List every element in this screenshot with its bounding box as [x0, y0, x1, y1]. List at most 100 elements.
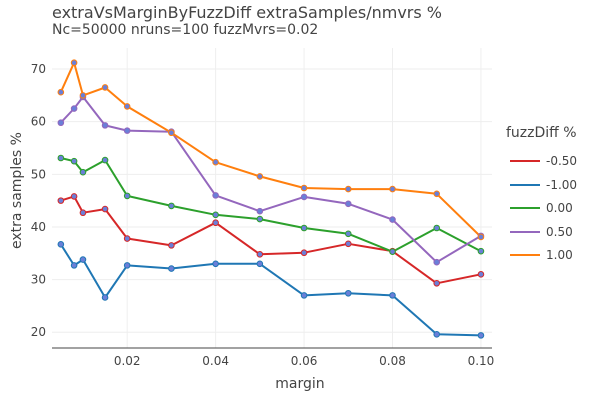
data-point[interactable]	[389, 292, 396, 299]
data-point[interactable]	[256, 215, 264, 223]
legend-item[interactable]: -0.50	[510, 152, 577, 170]
data-point[interactable]	[101, 122, 109, 129]
data-point[interactable]	[79, 209, 87, 217]
legend-swatch	[510, 230, 540, 233]
legend-label: 0.00	[546, 201, 573, 215]
legend-label: 0.50	[546, 224, 573, 239]
data-point[interactable]	[256, 207, 264, 215]
y-axis-label: extra samples %	[9, 132, 25, 249]
data-point[interactable]	[123, 127, 131, 134]
series-line	[60, 157, 482, 253]
chart-title: extraVsMarginByFuzzDiff extraSamples/nmv…	[52, 3, 443, 22]
legend-item[interactable]: 0.50	[510, 223, 573, 241]
data-point[interactable]	[477, 332, 485, 339]
data-point[interactable]	[79, 168, 87, 176]
legend-item[interactable]: 0.00	[510, 199, 573, 217]
x-tick-label: 0.10	[468, 354, 495, 368]
legend-label: -0.50	[546, 154, 578, 168]
data-point[interactable]	[212, 211, 219, 219]
data-point[interactable]	[256, 251, 264, 258]
data-point[interactable]	[300, 193, 308, 201]
data-point[interactable]	[123, 103, 131, 110]
series-line	[59, 61, 482, 238]
data-point[interactable]	[168, 202, 175, 210]
data-point[interactable]	[79, 92, 87, 99]
data-point[interactable]	[57, 88, 65, 96]
data-point[interactable]	[477, 247, 485, 255]
legend-title: fuzzDiff %	[506, 125, 577, 141]
data-point[interactable]	[57, 154, 65, 162]
data-markers	[57, 59, 485, 339]
data-point[interactable]	[300, 224, 308, 232]
data-point[interactable]	[433, 190, 441, 198]
data-point[interactable]	[389, 216, 396, 223]
data-point[interactable]	[344, 230, 352, 238]
x-axis-label: margin	[275, 376, 325, 392]
data-point[interactable]	[212, 158, 219, 166]
data-point[interactable]	[70, 157, 78, 165]
data-point[interactable]	[344, 185, 352, 193]
data-point[interactable]	[389, 248, 396, 255]
data-point[interactable]	[344, 289, 352, 297]
series-line	[59, 243, 481, 337]
data-point[interactable]	[101, 205, 109, 213]
data-point[interactable]	[123, 235, 131, 242]
legend-label: 1.00	[546, 248, 573, 262]
data-point[interactable]	[212, 192, 219, 199]
axes: 0.02 0.04 0.06 0.08 0.10 20 30 40 50 60 70	[31, 62, 495, 368]
data-point[interactable]	[70, 193, 78, 200]
data-point[interactable]	[168, 242, 175, 249]
data-point[interactable]	[300, 249, 308, 257]
series-lines	[59, 61, 482, 337]
y-tick-label: 60	[31, 115, 46, 129]
data-point[interactable]	[123, 192, 131, 200]
data-point[interactable]	[101, 156, 109, 164]
legend-item[interactable]: 1.00	[510, 246, 573, 264]
data-point[interactable]	[212, 219, 219, 227]
data-point[interactable]	[70, 59, 78, 67]
data-point[interactable]	[101, 84, 109, 91]
data-point[interactable]	[344, 240, 352, 248]
data-point[interactable]	[70, 105, 78, 112]
data-point[interactable]	[168, 265, 175, 272]
y-tick-label: 30	[31, 273, 46, 287]
data-point[interactable]	[389, 185, 396, 193]
data-point[interactable]	[79, 256, 87, 263]
data-point[interactable]	[70, 262, 78, 269]
grid-lines	[52, 48, 492, 348]
data-point[interactable]	[256, 173, 264, 180]
data-point[interactable]	[57, 241, 65, 248]
data-point[interactable]	[477, 271, 485, 278]
data-point[interactable]	[433, 331, 441, 338]
data-point[interactable]	[212, 260, 219, 268]
data-point[interactable]	[433, 224, 441, 232]
y-tick-label: 40	[31, 220, 46, 234]
data-point[interactable]	[477, 233, 485, 241]
data-point[interactable]	[344, 200, 352, 208]
x-tick-label: 0.08	[379, 354, 406, 368]
legend-swatch	[510, 254, 540, 256]
legend-item[interactable]: -1.00	[510, 176, 577, 194]
x-tick-label: 0.02	[114, 354, 141, 368]
y-tick-label: 20	[31, 325, 46, 339]
x-tick-label: 0.04	[202, 354, 229, 368]
legend-swatch	[510, 160, 540, 162]
data-point[interactable]	[256, 260, 264, 268]
data-point[interactable]	[57, 119, 65, 127]
y-tick-label: 50	[31, 167, 46, 181]
legend-swatch	[510, 183, 540, 186]
legend-label: -1.00	[546, 177, 578, 192]
data-point[interactable]	[57, 197, 65, 204]
data-point[interactable]	[168, 129, 175, 137]
data-point[interactable]	[123, 262, 131, 269]
data-point[interactable]	[433, 279, 441, 287]
data-point[interactable]	[300, 292, 308, 299]
chart-subtitle: Nc=50000 nruns=100 fuzzMvrs=0.02	[52, 22, 319, 38]
y-tick-label: 70	[31, 62, 46, 76]
x-tick-label: 0.06	[291, 354, 318, 368]
data-point[interactable]	[433, 258, 441, 266]
legend-swatch	[510, 207, 540, 209]
data-point[interactable]	[300, 184, 308, 192]
data-point[interactable]	[101, 294, 109, 301]
